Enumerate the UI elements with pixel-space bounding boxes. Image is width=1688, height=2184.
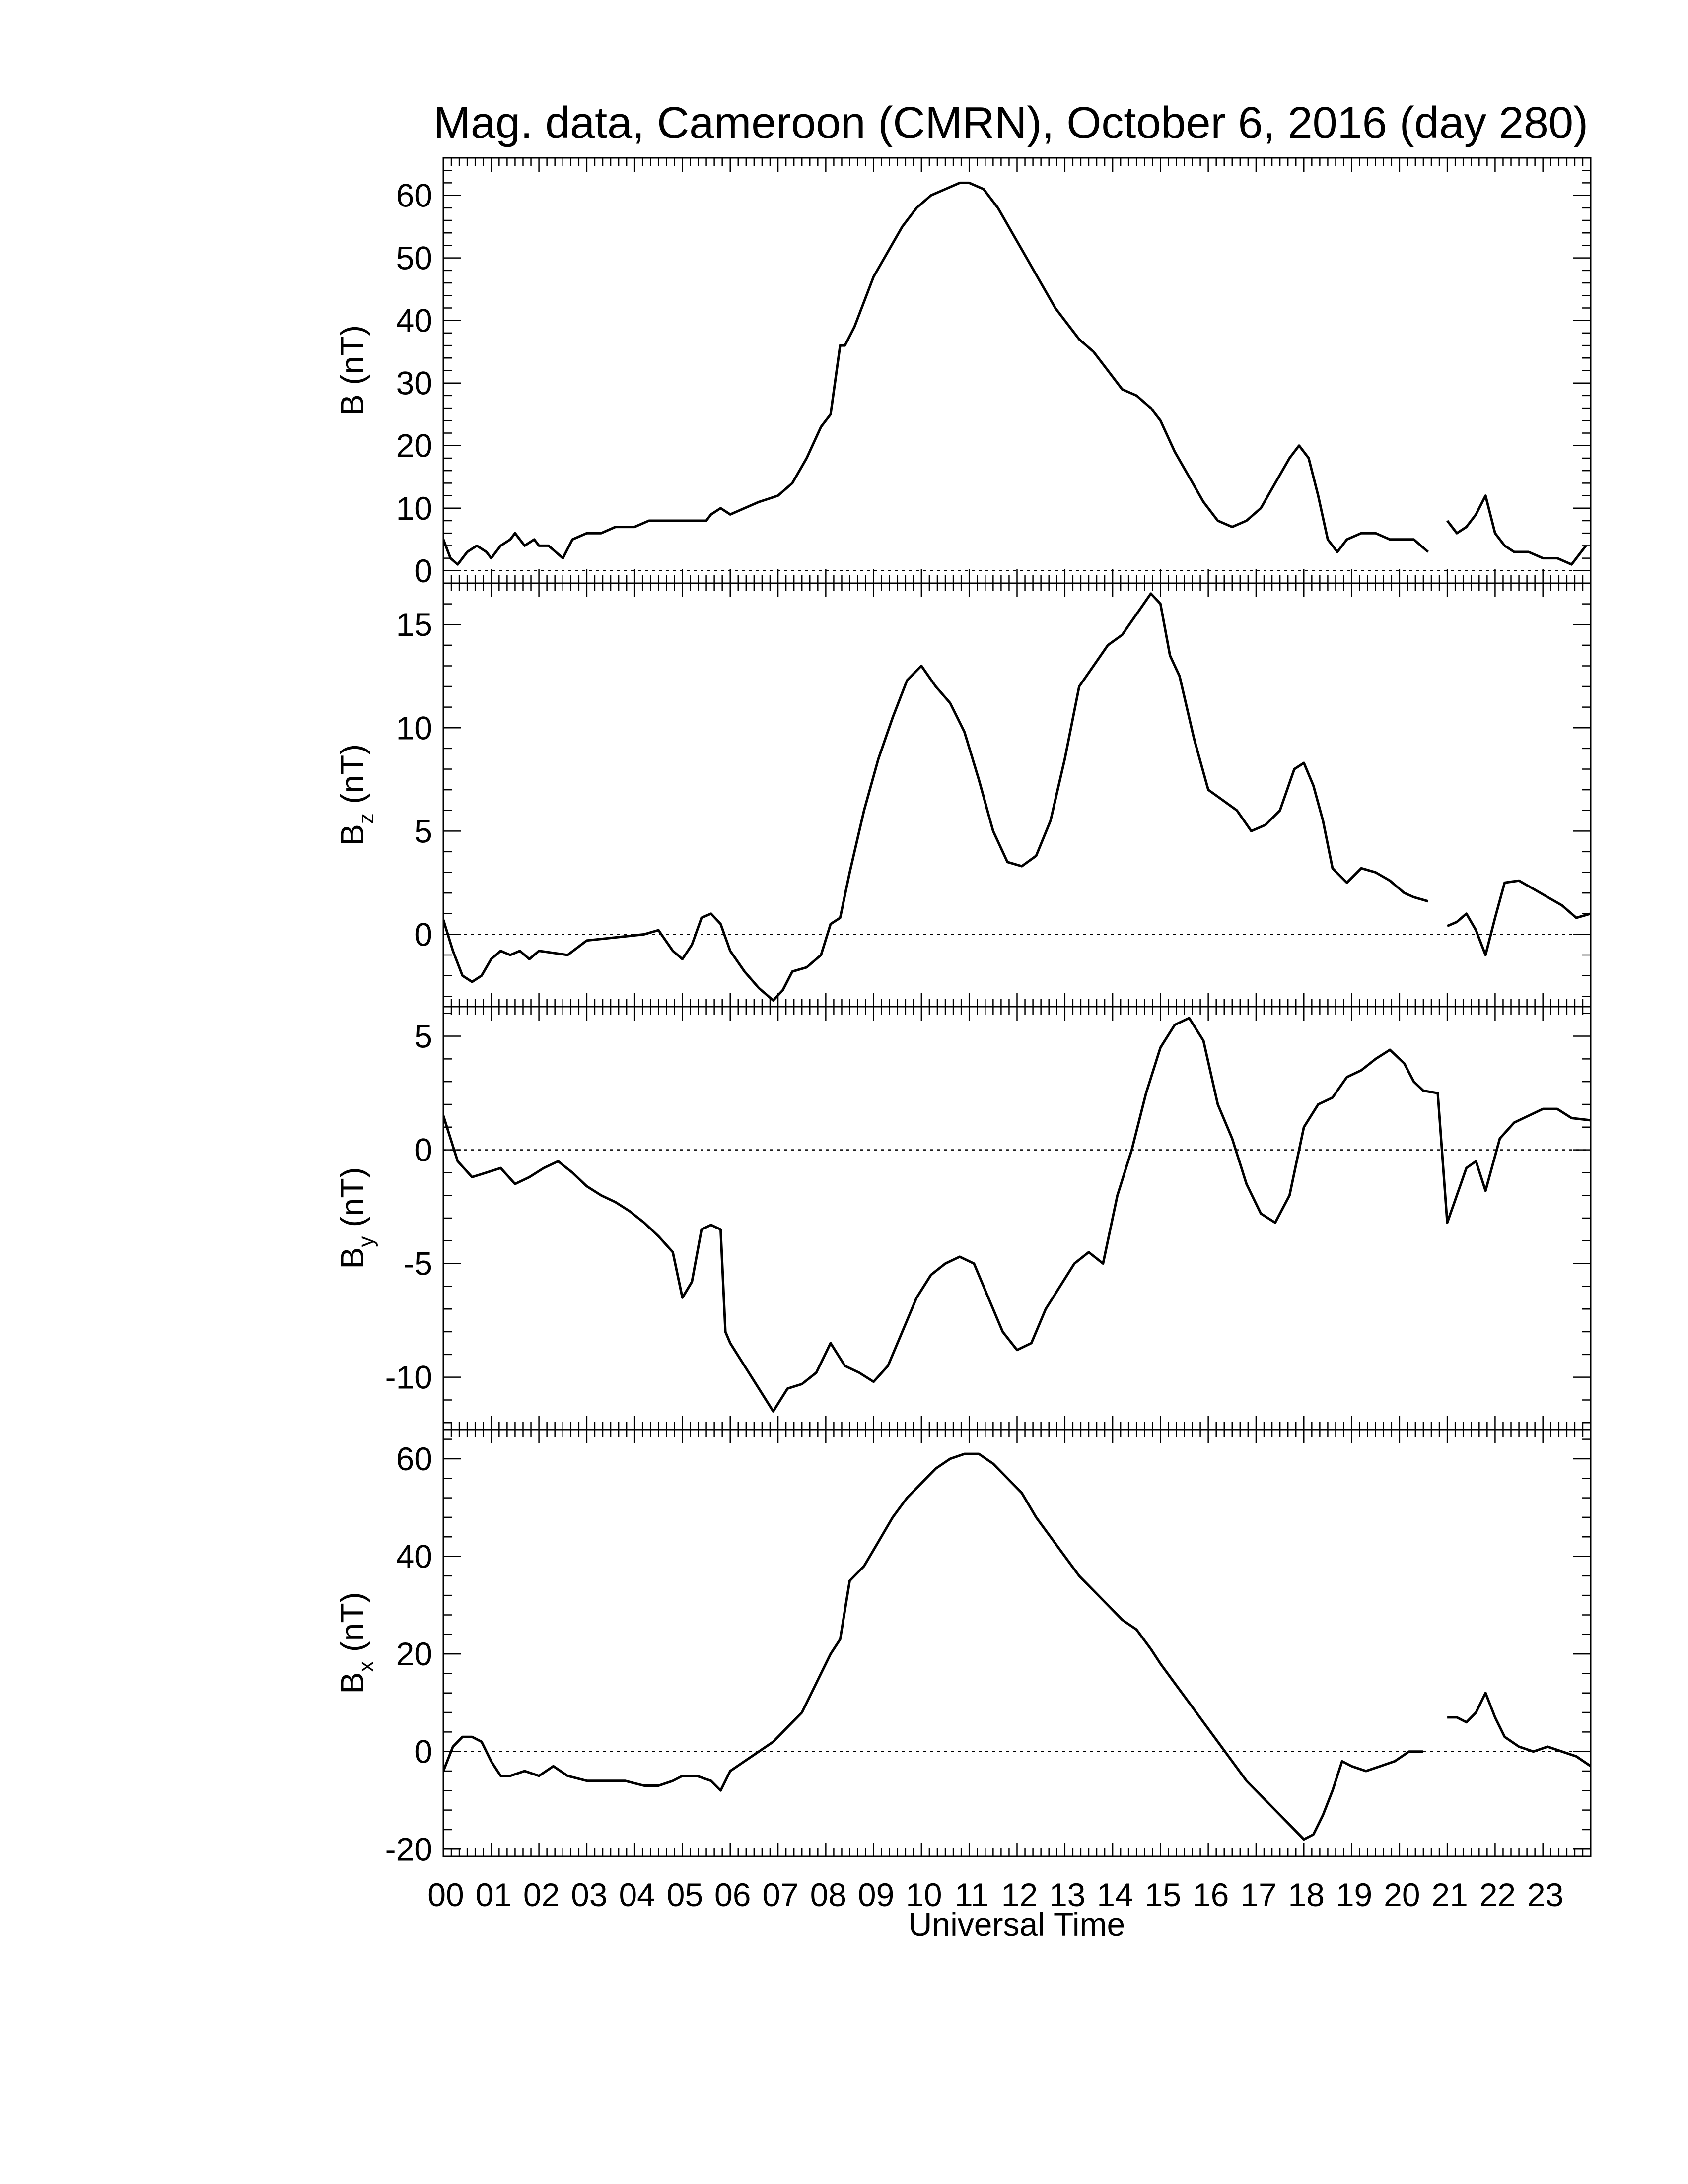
series-line-Bx (443, 1452, 1591, 1841)
x-tick-label: 05 (667, 1876, 703, 1913)
y-axis-label: B (nT) (334, 325, 370, 416)
y-axis-label: Bx (nT) (334, 1592, 378, 1694)
x-tick-label: 19 (1336, 1876, 1372, 1913)
x-tick-label: 10 (906, 1876, 942, 1913)
y-tick-label: -5 (403, 1245, 432, 1282)
x-tick-label: 03 (571, 1876, 607, 1913)
x-tick-label: 11 (955, 1876, 989, 1913)
x-tick-label: 18 (1288, 1876, 1325, 1913)
x-tick-label: 17 (1240, 1876, 1276, 1913)
x-axis-tick-labels: 00 01 02 03 04 05 06 07 08 09 10 11 12 13 14 15 16 17 18 19… (427, 1876, 1563, 1913)
series-line-Bz (443, 592, 1591, 1002)
y-tick-label: 5 (414, 813, 432, 849)
x-tick-label: 14 (1097, 1876, 1133, 1913)
y-tick-label: -20 (385, 1831, 432, 1867)
y-tick-label: 0 (414, 1733, 432, 1770)
y-tick-label: 10 (396, 490, 432, 527)
y-tick-label: 40 (396, 1538, 432, 1575)
x-tick-label: 23 (1527, 1876, 1563, 1913)
y-tick-label: 5 (414, 1018, 432, 1055)
x-tick-label: 01 (476, 1876, 512, 1913)
x-tick-label: 16 (1193, 1876, 1229, 1913)
y-tick-label: 0 (414, 916, 432, 953)
y-tick-label: 30 (396, 365, 432, 402)
series-line-By (443, 1017, 1591, 1413)
chart-title: Mag. data, Cameroon (CMRN), October 6, 2… (433, 98, 1588, 148)
x-tick-label: 06 (714, 1876, 751, 1913)
series-line-B (443, 181, 1587, 566)
panel-Bx: -20 0 20 40 60 Bx (nT) (334, 1429, 1592, 1867)
y-tick-label: 20 (396, 427, 432, 464)
x-tick-label: 07 (762, 1876, 798, 1913)
y-tick-label: 0 (414, 552, 432, 589)
x-tick-label: 13 (1049, 1876, 1085, 1913)
y-axis-label: Bz (nT) (334, 744, 378, 846)
x-tick-label: 20 (1384, 1876, 1420, 1913)
x-tick-label: 04 (619, 1876, 655, 1913)
panels: 0 10 20 30 40 50 60 B (nT) 0 5 10 15 Bz (nT) -10 -5 0 5 B… (334, 157, 1592, 1867)
x-tick-label: 15 (1145, 1876, 1181, 1913)
y-tick-label: 50 (396, 240, 432, 276)
y-tick-label: 15 (396, 606, 432, 643)
y-tick-label: 10 (396, 709, 432, 746)
y-tick-label: 20 (396, 1636, 432, 1672)
y-tick-label: -10 (385, 1359, 432, 1396)
x-tick-label: 22 (1479, 1876, 1516, 1913)
x-tick-label: 21 (1431, 1876, 1468, 1913)
y-tick-label: 0 (414, 1132, 432, 1168)
y-tick-label: 40 (396, 302, 432, 339)
x-tick-label: 02 (523, 1876, 560, 1913)
x-tick-label: 08 (810, 1876, 846, 1913)
x-tick-label: 00 (427, 1876, 464, 1913)
x-tick-label: 12 (1001, 1876, 1038, 1913)
y-tick-label: 60 (396, 1440, 432, 1477)
panel-B: 0 10 20 30 40 50 60 B (nT) (334, 157, 1592, 589)
x-axis-label: Universal Time (909, 1906, 1125, 1943)
x-tick-label: 09 (858, 1876, 894, 1913)
y-tick-label: 60 (396, 177, 432, 214)
y-axis-label: By (nT) (334, 1167, 378, 1269)
